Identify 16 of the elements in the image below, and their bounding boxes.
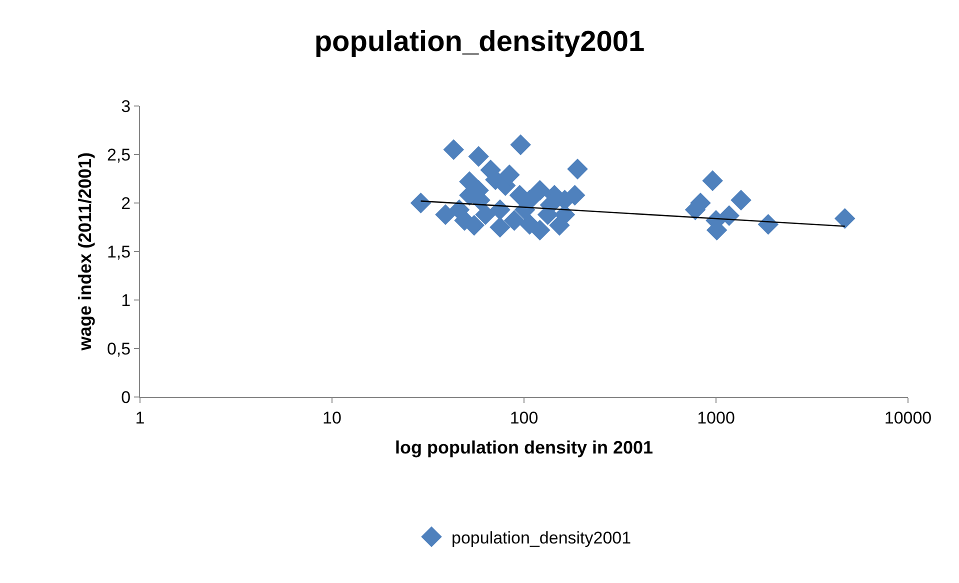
x-tick-label: 1000 [697,408,735,428]
x-axis-title: log population density in 2001 [394,438,654,458]
y-tick-label: 0,5 [106,339,131,358]
x-tick-label: 1 [135,408,145,428]
y-tick-label: 0 [121,388,131,407]
y-tick-label: 3 [121,96,131,116]
x-tick-label: 100 [510,408,538,428]
y-tick-label: 1 [121,290,131,310]
x-tick-label: 10 [322,408,342,428]
y-tick-label: 2 [121,194,131,213]
y-tick-label: 2,5 [106,145,131,164]
y-axis-title: wage index (2011/2001) [75,152,96,352]
chart-title: population_density2001 [314,26,645,58]
y-tick-label: 1,5 [106,242,131,262]
legend-label: population_density2001 [452,528,632,548]
x-tick-label: 10000 [884,408,932,428]
